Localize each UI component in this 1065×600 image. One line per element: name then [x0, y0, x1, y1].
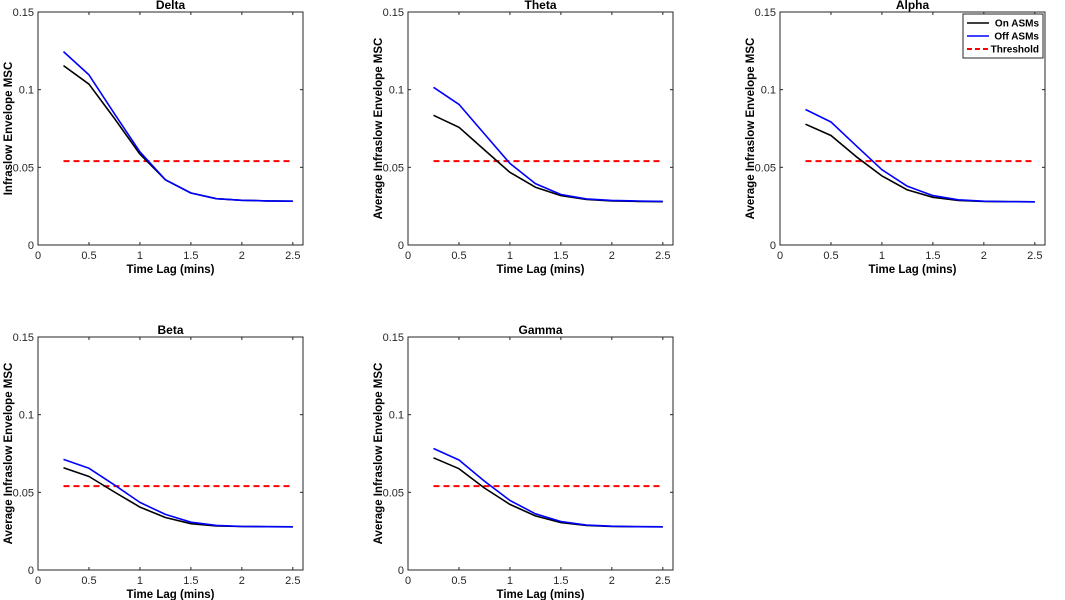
x-tick-label: 2 [239, 250, 245, 262]
chart-panel-beta: 0 0.5 1 1.5 2 2.5 0 0.05 0.1 0.15 Beta Time Lag (mi… [3, 323, 304, 600]
chart-title: Beta [157, 323, 183, 337]
x-tick-label: 1 [137, 575, 143, 587]
x-axis-label: Time Lag (mins) [127, 264, 215, 276]
x-tick-label: 2.5 [1027, 250, 1042, 262]
y-axis-label: Average Infraslow Envelope MSC [3, 363, 15, 545]
x-axis-label: Time Lag (mins) [497, 264, 585, 276]
legend: On ASMs Off ASMs Threshold [962, 13, 1044, 59]
x-tick-label: 2 [609, 575, 615, 587]
x-tick-label: 1 [879, 250, 885, 262]
axes-box [407, 11, 674, 246]
series-line-off-asms [63, 458, 293, 528]
y-tick-label: 0.15 [383, 7, 404, 19]
x-tick-label: 0 [777, 250, 783, 262]
y-tick-label: 0 [28, 565, 34, 577]
legend-entry-label: On ASMs [995, 19, 1040, 30]
axes-box [37, 336, 304, 571]
x-tick-label: 1 [137, 250, 143, 262]
chart-panel-theta: 0 0.5 1 1.5 2 2.5 0 0.05 0.1 0.15 Theta Time Lag (m… [373, 0, 674, 276]
x-tick-label: 0 [405, 250, 411, 262]
chart-panel-gamma: 0 0.5 1 1.5 2 2.5 0 0.05 0.1 0.15 Gamma Time Lag (m… [373, 323, 674, 600]
series-line-off-asms [433, 86, 663, 203]
x-tick-label: 0 [35, 575, 41, 587]
chart-title: Alpha [896, 0, 930, 12]
x-tick-label: 0.5 [823, 250, 838, 262]
x-tick-label: 2.5 [285, 250, 300, 262]
x-tick-label: 1.5 [553, 250, 568, 262]
x-tick-label: 2 [609, 250, 615, 262]
y-tick-label: 0.1 [761, 85, 776, 97]
x-tick-label: 0.5 [451, 575, 466, 587]
y-tick-label: 0.15 [383, 332, 404, 344]
x-tick-label: 1.5 [925, 250, 940, 262]
y-tick-label: 0.15 [13, 7, 34, 19]
series-line-off-asms [62, 51, 293, 202]
y-axis-label: Infraslow Envelope MSC [3, 62, 15, 196]
chart-title: Gamma [518, 323, 562, 337]
legend-entry-label: Threshold [991, 45, 1039, 56]
series-line-off-asms [433, 447, 663, 528]
y-tick-label: 0.05 [383, 162, 404, 174]
x-axis-label: Time Lag (mins) [127, 589, 215, 600]
y-tick-label: 0.1 [389, 410, 404, 422]
axes-box [37, 11, 304, 246]
axes-box [407, 336, 674, 571]
y-axis-label: Average Infraslow Envelope MSC [373, 363, 385, 545]
x-tick-label: 2 [981, 250, 987, 262]
y-tick-label: 0.05 [13, 487, 34, 499]
x-tick-label: 2.5 [655, 575, 670, 587]
x-axis-label: Time Lag (mins) [497, 589, 585, 600]
x-tick-label: 0.5 [81, 575, 96, 587]
y-tick-label: 0.1 [389, 85, 404, 97]
legend-entry-label: Off ASMs [994, 32, 1039, 43]
chart-title: Delta [156, 0, 186, 12]
chart-panel-alpha: 0 0.5 1 1.5 2 2.5 0 0.05 0.1 0.15 Alpha Time Lag (m… [745, 0, 1046, 276]
x-tick-label: 0.5 [451, 250, 466, 262]
x-axis-label: Time Lag (mins) [869, 264, 957, 276]
x-tick-label: 2 [239, 575, 245, 587]
x-tick-label: 0 [35, 250, 41, 262]
series-line-off-asms [805, 108, 1035, 203]
x-tick-label: 2.5 [285, 575, 300, 587]
y-tick-label: 0.15 [755, 7, 776, 19]
y-axis-label: Average Infraslow Envelope MSC [373, 38, 385, 220]
y-tick-label: 0.1 [19, 85, 34, 97]
y-tick-label: 0.05 [383, 487, 404, 499]
x-tick-label: 1.5 [183, 250, 198, 262]
x-tick-label: 2.5 [655, 250, 670, 262]
x-tick-label: 1.5 [183, 575, 198, 587]
chart-title: Theta [524, 0, 556, 12]
y-tick-label: 0 [770, 240, 776, 252]
y-tick-label: 0.1 [19, 410, 34, 422]
y-tick-label: 0 [398, 565, 404, 577]
x-tick-label: 1 [507, 250, 513, 262]
y-tick-label: 0.05 [755, 162, 776, 174]
x-tick-label: 0 [405, 575, 411, 587]
y-tick-label: 0 [398, 240, 404, 252]
y-tick-label: 0.15 [13, 332, 34, 344]
y-tick-label: 0.05 [13, 162, 34, 174]
x-tick-label: 1.5 [553, 575, 568, 587]
chart-panel-delta: 0 0.5 1 1.5 2 2.5 0 0.05 0.1 0.15 Delta Time Lag (m… [3, 0, 304, 276]
y-axis-label: Average Infraslow Envelope MSC [745, 38, 757, 220]
x-tick-label: 1 [507, 575, 513, 587]
x-tick-label: 0.5 [81, 250, 96, 262]
y-tick-label: 0 [28, 240, 34, 252]
